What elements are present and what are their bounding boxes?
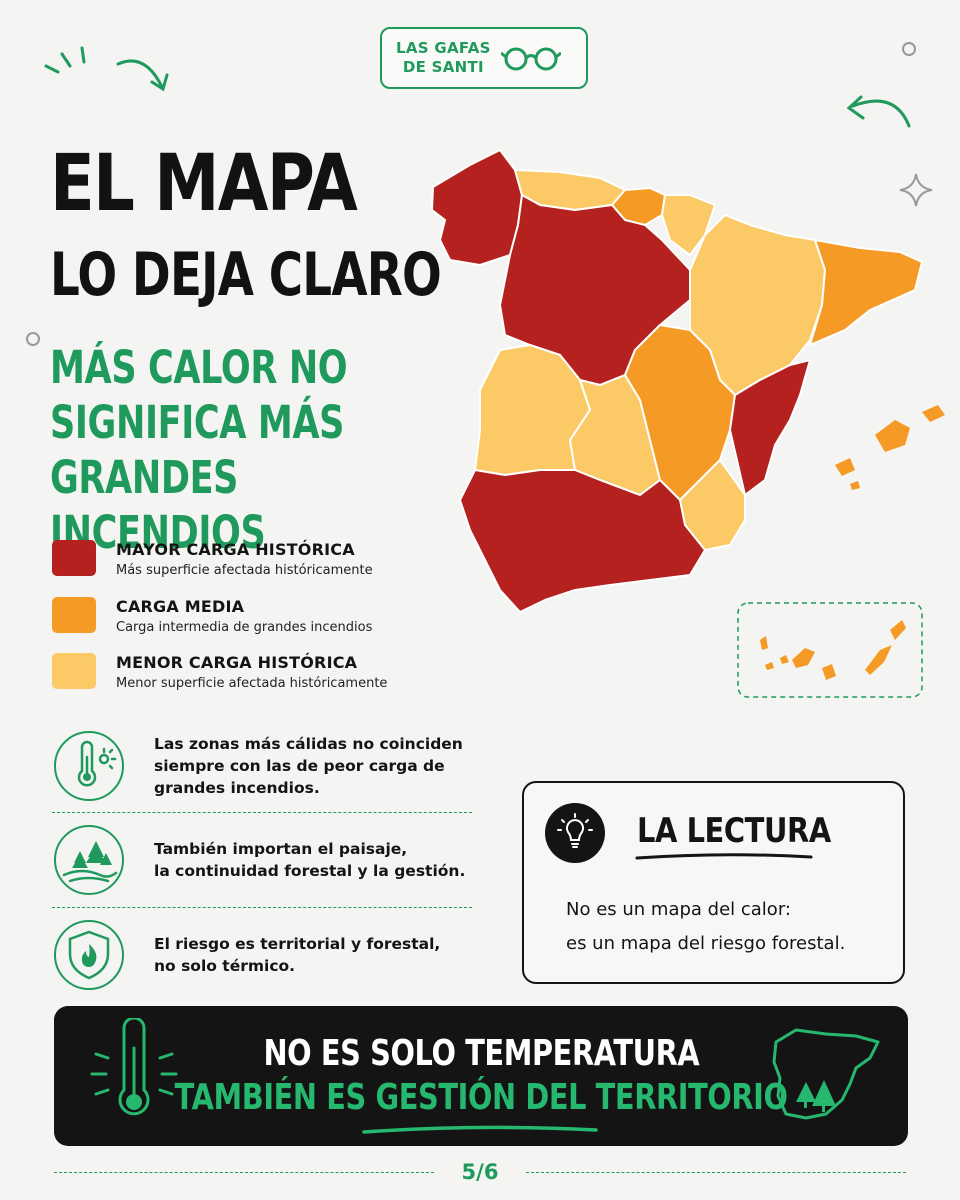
spain-risk-map	[431, 149, 945, 698]
region-andalusia	[459, 469, 706, 613]
island-ibiza	[835, 458, 855, 476]
legend-title: MAYOR CARGA HISTÓRICA	[116, 540, 355, 559]
headline-subtitle: LO DEJA CLARO	[50, 240, 442, 310]
divider	[526, 1172, 906, 1173]
divider	[52, 812, 472, 813]
lectura-text: No es un mapa del calor: es un mapa del …	[566, 893, 845, 961]
info-line: También importan el paisaje,	[154, 840, 408, 858]
page-number: 5/6	[440, 1160, 520, 1184]
legend-item-high: MAYOR CARGA HISTÓRICA Más superficie afe…	[52, 540, 373, 579]
island-gran-canaria	[822, 664, 836, 680]
island-fuerteventura	[865, 645, 892, 675]
headline-title: EL MAPA	[50, 139, 358, 229]
info-point: Las zonas más cálidas no coinciden siemp…	[52, 729, 472, 803]
lightbulb-icon	[545, 803, 605, 863]
statement-line: SIGNIFICA MÁS	[50, 396, 345, 449]
legend-swatch-low	[52, 653, 96, 689]
lectura-line: No es un mapa del calor:	[566, 899, 791, 920]
divider	[52, 907, 472, 908]
doodle-curved-arrow-icon	[846, 95, 911, 128]
island-mallorca	[875, 420, 910, 452]
island-tenerife	[792, 648, 815, 668]
banner-line2: TAMBIÉN ES GESTIÓN DEL TERRITORIO	[54, 1077, 908, 1119]
banner-line2-text: TAMBIÉN ES GESTIÓN DEL TERRITORIO	[174, 1077, 788, 1118]
legend-swatch-medium	[52, 597, 96, 633]
lectura-title: LA LECTURA	[637, 811, 831, 851]
small-circle-icon	[26, 332, 40, 346]
underline-stroke	[635, 853, 813, 860]
canary-inset-frame	[737, 602, 923, 698]
legend-item-medium: CARGA MEDIA Carga intermedia de grandes …	[52, 597, 372, 636]
info-line: la continuidad forestal y la gestión.	[154, 862, 466, 880]
statement-line: MÁS CALOR NO	[50, 341, 348, 394]
thermometer-sun-icon	[54, 731, 124, 801]
banner-line1-text: NO ES SOLO TEMPERATURA	[263, 1033, 699, 1074]
region-catalonia	[809, 239, 923, 346]
info-line: siempre con las de peor carga de	[154, 757, 445, 775]
glasses-icon	[500, 47, 561, 71]
doodle-burst-arrow-icon	[44, 46, 169, 92]
headline-green-statement: MÁS CALOR NO SIGNIFICA MÁS GRANDES INCEN…	[50, 340, 456, 560]
lectura-line: es un mapa del riesgo forestal.	[566, 933, 846, 954]
spain-forest-outline-icon	[772, 1028, 880, 1120]
region-galicia	[431, 149, 523, 266]
brand-logo: LAS GAFAS DE SANTI	[380, 27, 588, 89]
island-la-palma	[760, 636, 768, 650]
legend-desc: Menor superficie afectada históricamente	[116, 676, 388, 691]
island-lanzarote	[890, 620, 906, 640]
region-navarra	[661, 194, 716, 256]
info-line: no solo térmico.	[154, 957, 296, 975]
forest-landscape-icon	[54, 825, 124, 895]
info-line: Las zonas más cálidas no coinciden	[154, 735, 463, 753]
legend-swatch-high	[52, 540, 96, 576]
legend-title: MENOR CARGA HISTÓRICA	[116, 653, 358, 672]
island-formentera	[850, 481, 860, 490]
small-circle-icon	[902, 42, 916, 56]
info-line: grandes incendios.	[154, 779, 320, 797]
statement-line: GRANDES INCENDIOS	[50, 451, 266, 559]
legend-title: CARGA MEDIA	[116, 597, 245, 616]
island-la-gomera	[780, 655, 789, 664]
info-line: El riesgo es territorial y forestal,	[154, 935, 441, 953]
region-valencia	[729, 359, 811, 496]
island-el-hierro	[765, 662, 774, 670]
island-menorca	[922, 405, 945, 422]
banner-line1: NO ES SOLO TEMPERATURA	[54, 1033, 908, 1075]
legend-desc: Carga intermedia de grandes incendios	[116, 620, 373, 635]
banner-underline	[362, 1125, 598, 1134]
brand-line1: LAS GAFAS	[396, 39, 491, 57]
sparkle-icon	[899, 173, 933, 207]
shield-fire-icon	[54, 920, 124, 990]
bottom-banner	[54, 1006, 908, 1146]
info-point: El riesgo es territorial y forestal, no …	[52, 918, 472, 992]
brand-line2: DE SANTI	[402, 58, 484, 76]
legend-desc: Más superficie afectada históricamente	[116, 563, 373, 578]
info-point: También importan el paisaje, la continui…	[52, 823, 472, 897]
divider	[54, 1172, 434, 1173]
legend-item-low: MENOR CARGA HISTÓRICA Menor superficie a…	[52, 653, 387, 692]
thermometer-icon	[90, 1018, 178, 1116]
